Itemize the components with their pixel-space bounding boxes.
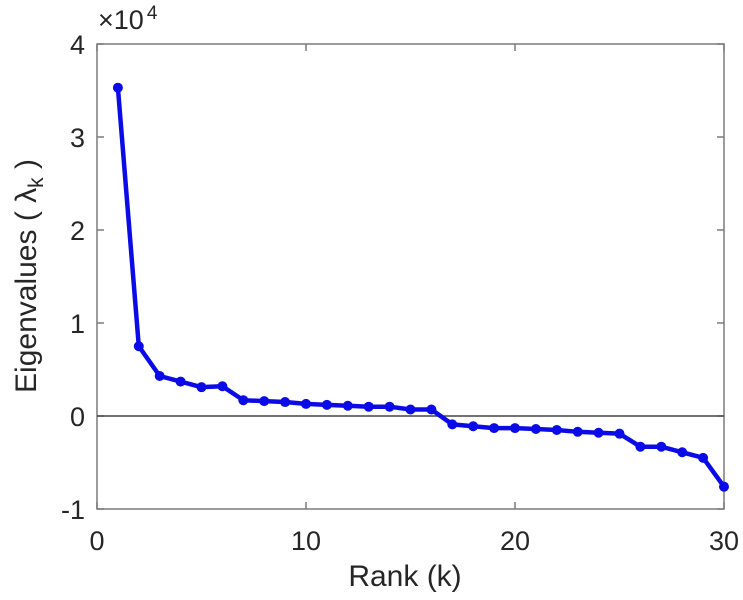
- data-point-marker: [572, 426, 583, 437]
- multiplier-base: ×10: [98, 5, 144, 35]
- x-tick-label: 30: [709, 526, 739, 556]
- y-tick-label: 4: [70, 30, 85, 60]
- data-point-marker: [677, 447, 688, 458]
- data-point-marker: [238, 395, 249, 406]
- data-point-marker: [280, 397, 291, 408]
- y-tick-label: 3: [70, 123, 85, 153]
- x-tick-label: 10: [291, 526, 321, 556]
- data-point-marker: [489, 423, 500, 434]
- data-point-marker: [133, 341, 144, 352]
- data-point-marker: [719, 481, 729, 492]
- data-point-marker: [614, 428, 625, 439]
- data-point-marker: [468, 421, 479, 432]
- data-point-marker: [593, 427, 604, 438]
- x-tick-label: 0: [89, 526, 104, 556]
- y-tick-label: 1: [70, 309, 85, 339]
- data-point-marker: [405, 404, 416, 415]
- data-point-marker: [384, 401, 395, 412]
- data-point-marker: [656, 441, 667, 452]
- y-tick-label: 0: [70, 402, 85, 432]
- data-point-marker: [112, 82, 123, 93]
- x-axis-label: Rank (k): [348, 560, 462, 593]
- plot-box: [96, 43, 725, 510]
- data-point-marker: [342, 400, 353, 411]
- data-point-marker: [363, 401, 374, 412]
- data-point-marker: [301, 398, 311, 409]
- y-tick-label: -1: [61, 495, 85, 525]
- data-point-marker: [635, 441, 646, 452]
- data-point-marker: [551, 424, 562, 435]
- y-tick-label: 2: [70, 216, 85, 246]
- data-point-marker: [217, 381, 228, 392]
- data-point-marker: [426, 404, 437, 415]
- multiplier-exponent: 4: [146, 3, 158, 24]
- y-axis-multiplier: ×10 4: [98, 3, 158, 36]
- data-point-marker: [510, 423, 520, 434]
- eigenvalue-line: [115, 85, 727, 489]
- data-point-marker: [175, 376, 186, 387]
- data-point-marker: [530, 424, 541, 435]
- data-point-marker: [447, 419, 458, 430]
- data-point-marker: [196, 382, 207, 393]
- data-point-marker: [259, 396, 270, 407]
- data-point-marker: [321, 399, 332, 410]
- data-point-marker: [698, 452, 709, 463]
- data-point-marker: [154, 371, 165, 382]
- x-tick-label: 20: [500, 526, 530, 556]
